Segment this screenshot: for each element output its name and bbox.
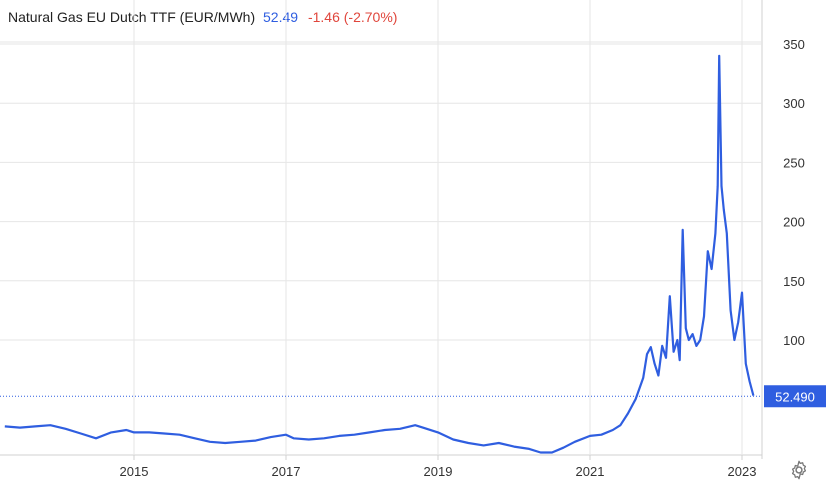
x-tick-label: 2015 — [120, 464, 149, 479]
y-tick-label: 350 — [783, 37, 805, 52]
last-value-badge — [764, 385, 826, 408]
chart-header: Natural Gas EU Dutch TTF (EUR/MWh) 52.49… — [8, 9, 397, 25]
price-series-line[interactable] — [4, 54, 755, 454]
last-price: 52.49 — [263, 9, 299, 25]
y-tick-label: 300 — [783, 96, 805, 111]
y-tick-label: 200 — [783, 215, 805, 230]
x-tick-label: 2019 — [424, 464, 453, 479]
y-tick-label: 100 — [783, 333, 805, 348]
price-change: -1.46 (-2.70%) — [307, 9, 398, 25]
x-tick-label: 2017 — [272, 464, 301, 479]
x-tick-label: 2021 — [576, 464, 605, 479]
y-tick-label: 150 — [783, 274, 805, 289]
settings-gear-icon[interactable] — [788, 459, 810, 481]
y-tick-label: 250 — [783, 155, 805, 170]
chart-title: Natural Gas EU Dutch TTF (EUR/MWh) — [8, 9, 256, 25]
last-value-label: 52.490 — [775, 389, 815, 404]
x-tick-label: 2023 — [728, 464, 757, 479]
